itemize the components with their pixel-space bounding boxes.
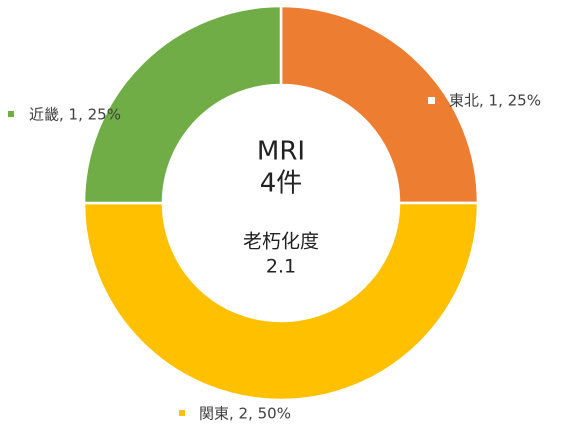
data-label: 東北, 1, 25% xyxy=(449,92,541,110)
center-count: 4件 xyxy=(260,169,303,199)
donut-slice xyxy=(279,4,480,205)
donut-slice xyxy=(82,4,283,205)
slices xyxy=(82,4,480,402)
donut-slice xyxy=(82,201,480,402)
label-marker xyxy=(179,410,185,416)
data-label: 関東, 2, 50% xyxy=(199,405,291,423)
center-value: 2.1 xyxy=(266,256,296,278)
center-title: MRI xyxy=(257,137,305,167)
center-subtitle: 老朽化度 xyxy=(243,231,319,253)
label-marker xyxy=(426,95,437,106)
label-marker xyxy=(8,111,14,117)
data-label: 近畿, 1, 25% xyxy=(29,106,121,124)
